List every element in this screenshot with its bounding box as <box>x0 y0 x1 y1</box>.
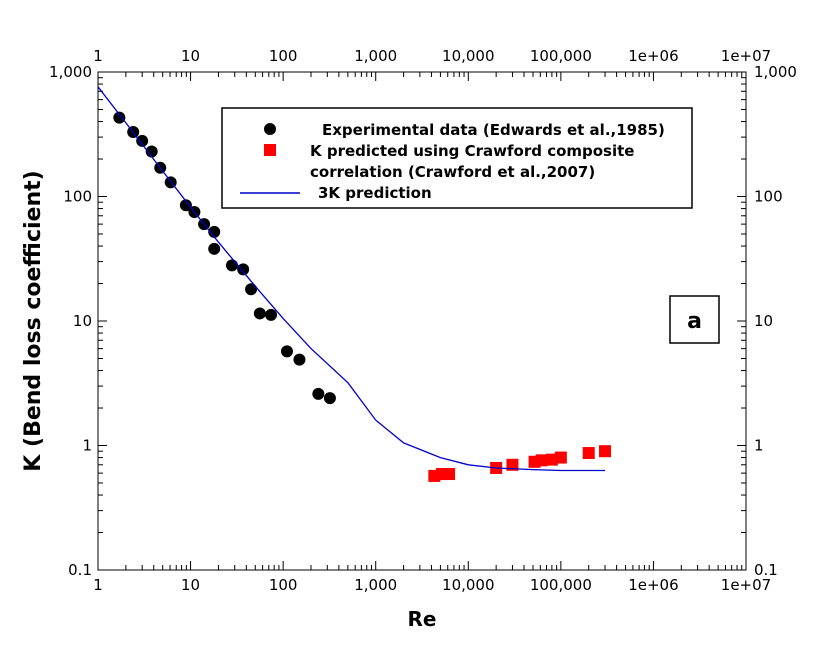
y-tick-label-left: 100 <box>63 188 92 206</box>
panel-label-text: a <box>687 309 702 334</box>
data-point-crawford <box>535 454 548 467</box>
y-tick-label-right: 10 <box>754 312 773 330</box>
legend: Experimental data (Edwards et al.,1985) … <box>221 107 693 209</box>
data-point-experimental <box>293 353 306 366</box>
data-point-experimental <box>323 392 336 405</box>
x-tick-label-top: 1e+06 <box>628 47 678 65</box>
x-tick-label-top: 10,000 <box>442 47 495 65</box>
y-tick-label-left: 10 <box>73 312 92 330</box>
data-point-experimental <box>312 387 325 400</box>
data-point-experimental <box>280 345 293 358</box>
data-point-experimental <box>237 263 250 276</box>
data-point-experimental <box>208 225 221 238</box>
x-tick-label-bottom: 1e+06 <box>628 576 678 594</box>
x-tick-label-top: 100 <box>269 47 298 65</box>
legend-label-crawford-line1: K predicted using Crawford composite <box>310 142 634 160</box>
data-series <box>97 86 612 482</box>
x-tick-label-bottom: 10,000 <box>442 576 495 594</box>
x-tick-label-top: 100,000 <box>530 47 592 65</box>
x-tick-label-bottom: 1e+07 <box>721 576 771 594</box>
x-tick-label-top: 1 <box>93 47 103 65</box>
data-point-experimental <box>253 307 266 320</box>
data-point-experimental <box>225 259 238 272</box>
y-tick-label-left: 1,000 <box>49 63 92 81</box>
data-point-experimental <box>136 134 149 147</box>
y-tick-label-right: 1,000 <box>754 63 797 81</box>
data-point-experimental <box>145 145 158 158</box>
axis-ticks <box>97 72 746 571</box>
panel-label: a <box>669 295 720 344</box>
data-point-crawford <box>506 458 519 471</box>
series-2 <box>97 86 605 472</box>
x-tick-label-bottom: 1,000 <box>354 576 397 594</box>
y-tick-label-right: 1 <box>754 437 764 455</box>
legend-label-3k: 3K prediction <box>318 184 432 202</box>
y-tick-label-right: 0.1 <box>754 561 778 579</box>
x-tick-label-top: 10 <box>181 47 200 65</box>
data-point-experimental <box>208 242 221 255</box>
y-axis-title: K (Bend loss coefficient) <box>21 170 46 471</box>
data-point-experimental <box>113 111 126 124</box>
series-line-3k-prediction <box>97 86 605 472</box>
y-tick-label-left: 1 <box>82 437 92 455</box>
x-tick-label-bottom: 100,000 <box>530 576 592 594</box>
x-tick-label-bottom: 10 <box>181 576 200 594</box>
y-tick-label-left: 0.1 <box>68 561 92 579</box>
legend-label-crawford-line2: correlation (Crawford et al.,2007) <box>310 163 595 181</box>
x-tick-label-bottom: 100 <box>269 576 298 594</box>
x-axis-title: Re <box>408 607 437 631</box>
x-tick-label-top: 1,000 <box>354 47 397 65</box>
data-point-experimental <box>179 199 192 212</box>
legend-label-crawford: K predicted using Crawford composite corr… <box>310 142 634 181</box>
panel-label-box <box>669 295 720 344</box>
y-tick-label-right: 100 <box>754 188 783 206</box>
data-point-crawford <box>599 445 612 458</box>
x-tick-label-bottom: 1 <box>93 576 103 594</box>
data-point-experimental <box>245 283 258 296</box>
axis-tick-labels: 1 1 10 10 100 100 1,000 1,000 10,000 10,000 100,00… <box>49 47 797 594</box>
legend-box <box>221 107 693 209</box>
legend-label-experimental: Experimental data (Edwards et al.,1985) <box>322 121 665 139</box>
legend-marker-crawford <box>264 144 276 156</box>
data-point-crawford <box>443 468 456 481</box>
data-point-crawford <box>554 451 567 464</box>
data-point-experimental <box>265 308 278 321</box>
legend-marker-experimental <box>264 123 276 135</box>
series-1 <box>428 445 612 482</box>
data-point-crawford <box>582 447 595 460</box>
x-tick-label-top: 1e+07 <box>721 47 771 65</box>
